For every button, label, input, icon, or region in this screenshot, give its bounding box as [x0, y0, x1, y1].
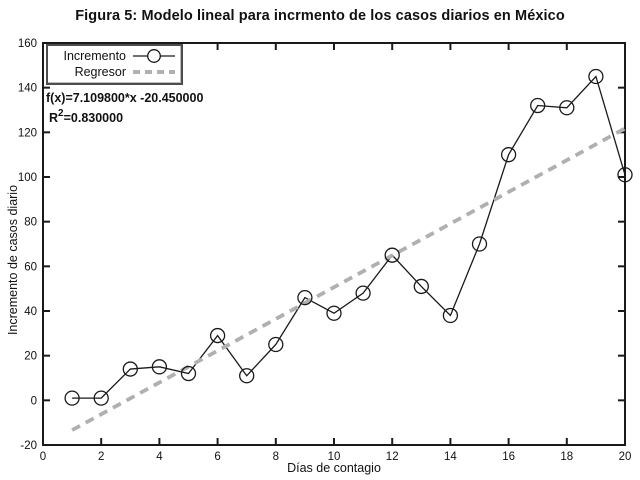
fit-equation: f(x)=7.109800*x -20.450000 [46, 91, 204, 105]
data-point-marker [326, 305, 342, 321]
y-tick-label: 0 [31, 395, 37, 407]
data-point-marker [530, 97, 546, 114]
x-tick-label: 10 [328, 451, 341, 463]
x-tick-label: 16 [502, 451, 515, 463]
fit-annotation: f(x)=7.109800*x -20.450000 R2=0.830000 [46, 91, 203, 126]
x-axis-label: Días de contagio [287, 461, 381, 475]
data-point-marker [384, 247, 400, 263]
legend-label-incremento: Incremento [63, 49, 126, 63]
data-point-marker [151, 359, 168, 375]
data-point-marker [297, 289, 313, 306]
data-point-marker [239, 368, 255, 384]
legend-label-regresor: Regresor [74, 65, 126, 79]
x-tick-label: 8 [273, 451, 279, 463]
y-tick-label: 100 [18, 172, 37, 184]
legend-row-incremento: Incremento [50, 48, 177, 64]
data-point-marker [268, 336, 284, 353]
y-tick-label: 160 [18, 38, 37, 50]
y-tick-label: -20 [20, 440, 37, 452]
data-point-marker [413, 278, 429, 295]
data-point-marker [180, 365, 197, 382]
y-tick-label: 120 [18, 127, 37, 139]
x-tick-label: 12 [386, 451, 399, 463]
data-point-marker [442, 307, 459, 324]
fit-r-squared: R2=0.830000 [49, 107, 124, 125]
x-tick-label: 18 [560, 451, 573, 463]
legend-row-regresor: Regresor [50, 64, 177, 80]
x-tick-label: 0 [40, 451, 46, 463]
data-point-marker [617, 167, 633, 183]
data-point-marker [471, 236, 488, 252]
legend: Incremento Regresor [46, 44, 183, 85]
y-axis-label: Incremento de casos diario [6, 184, 20, 336]
data-point-marker [588, 68, 604, 85]
data-point-marker [559, 100, 575, 116]
y-tick-label: 20 [24, 351, 37, 363]
y-tick-label: 40 [24, 306, 37, 318]
y-tick-label: 80 [24, 217, 37, 229]
dashed-line-icon [133, 70, 175, 74]
y-tick-label: 60 [24, 261, 37, 273]
x-tick-label: 14 [444, 451, 457, 463]
data-point-marker [209, 327, 226, 344]
regression-line [71, 126, 626, 432]
data-point-marker [355, 285, 371, 301]
x-tick-label: 20 [619, 451, 632, 463]
incremento-line [72, 75, 626, 399]
data-point-marker [122, 361, 138, 377]
y-tick-label: 140 [18, 83, 37, 95]
data-point-marker [500, 147, 517, 163]
x-tick-label: 4 [156, 451, 163, 463]
x-tick-label: 2 [98, 451, 104, 463]
line-with-circle-marker-icon [133, 49, 175, 63]
chart-title: Figura 5: Modelo lineal para incrmento d… [75, 8, 565, 24]
data-point-marker [64, 390, 80, 406]
data-point-marker [93, 390, 109, 406]
x-tick-label: 6 [214, 451, 220, 463]
